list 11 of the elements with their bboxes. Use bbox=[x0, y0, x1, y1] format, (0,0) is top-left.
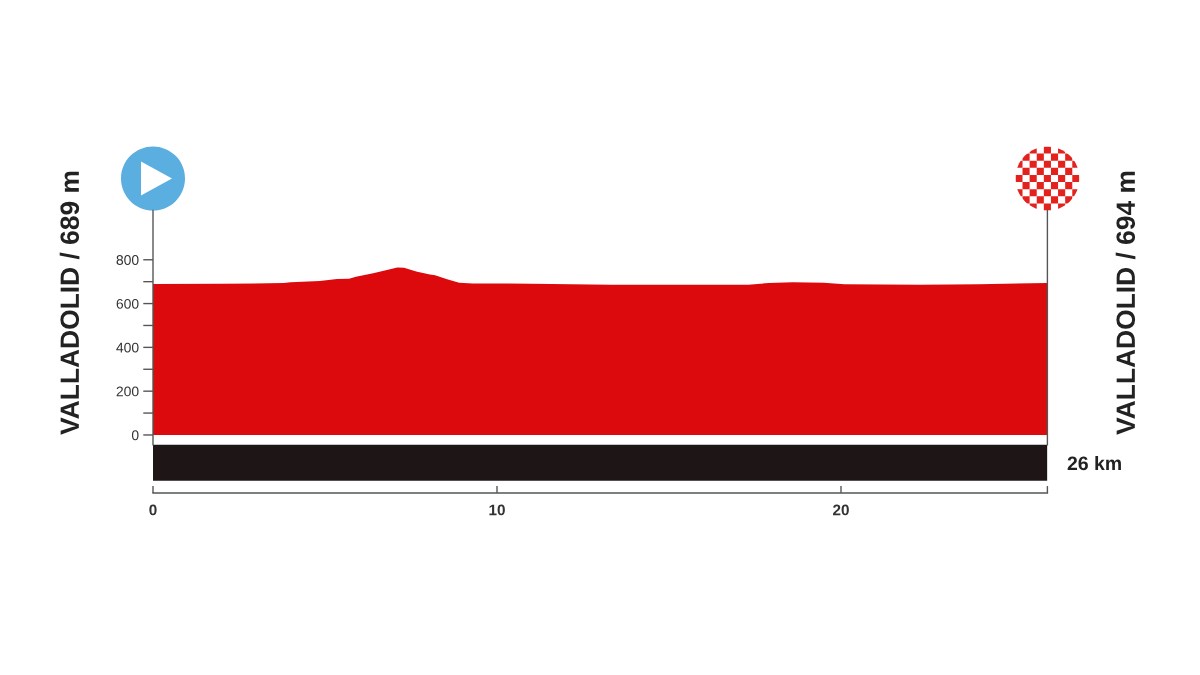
text: VALLADOLID / 694 m bbox=[1115, 171, 1136, 435]
y-tick-label: 200 bbox=[116, 386, 139, 397]
x-tick-label: 10 bbox=[489, 504, 505, 516]
y-tick-label: 600 bbox=[116, 298, 139, 309]
y-tick-label: 400 bbox=[116, 342, 139, 353]
x-tick-label: 0 bbox=[149, 504, 157, 516]
y-tick-label: 800 bbox=[116, 255, 139, 265]
text: VALLADOLID / 689 m bbox=[59, 171, 80, 435]
text: 26 km bbox=[1067, 455, 1121, 471]
y-tick-label: 0 bbox=[131, 430, 139, 441]
x-tick-label: 20 bbox=[833, 504, 849, 516]
